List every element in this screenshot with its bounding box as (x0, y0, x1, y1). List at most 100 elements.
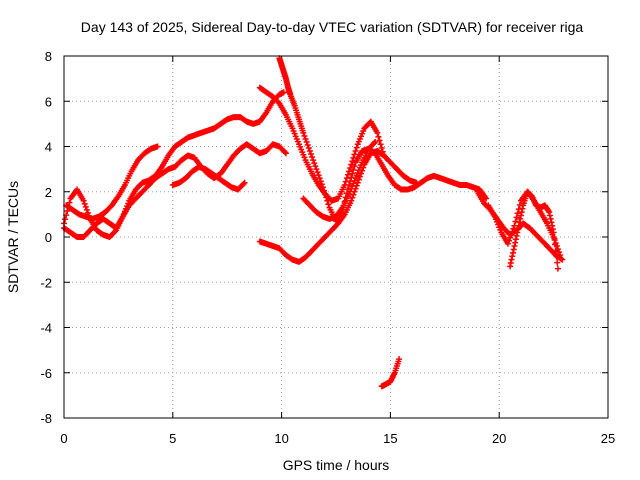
data-point (300, 129, 307, 136)
data-point (80, 197, 87, 204)
grid-layer (64, 56, 608, 418)
data-point (504, 240, 511, 247)
data-point (513, 214, 520, 221)
data-point (348, 197, 355, 204)
data-point (552, 247, 559, 254)
data-point (281, 149, 288, 156)
data-point (350, 166, 357, 173)
data-point (349, 158, 356, 165)
data-point (483, 195, 490, 202)
y-tick-label: 0 (45, 230, 52, 245)
data-point (377, 141, 384, 148)
x-tick-label: 20 (492, 431, 506, 446)
data-point (240, 180, 247, 187)
series-track-3 (256, 84, 387, 204)
y-tick-label: -6 (40, 366, 52, 381)
data-point (371, 140, 378, 147)
x-tick-label: 25 (601, 431, 615, 446)
ticks-layer: 0 5 10 15 20 25 -8 -6 -4 -2 0 2 4 6 8 (40, 49, 615, 446)
data-point (352, 148, 359, 155)
data-point (305, 145, 312, 152)
data-point (351, 151, 358, 158)
y-tick-label: 6 (45, 94, 52, 109)
data-point (512, 218, 519, 225)
data-point (81, 200, 88, 207)
data-point (557, 252, 564, 259)
data-point (559, 256, 566, 263)
x-tick-label: 0 (60, 431, 67, 446)
data-point (350, 191, 357, 198)
data-point (375, 133, 382, 140)
data-point (241, 179, 248, 186)
data-point (325, 201, 332, 208)
points-layer (61, 55, 566, 390)
data-point (354, 179, 361, 186)
data-point (356, 173, 363, 180)
y-tick-label: 4 (45, 140, 52, 155)
data-point (302, 135, 309, 142)
data-point (358, 170, 365, 177)
data-point (396, 356, 403, 363)
series-track-11 (507, 188, 561, 272)
data-point (307, 151, 314, 158)
data-point (349, 170, 356, 177)
data-point (62, 216, 69, 223)
data-point (349, 194, 356, 201)
data-point (343, 175, 350, 182)
data-point (312, 163, 319, 170)
data-point (350, 154, 357, 161)
y-tick-label: -4 (40, 321, 52, 336)
data-point (313, 166, 320, 173)
y-axis-label: SDTVAR / TECUs (5, 181, 21, 293)
x-tick-label: 10 (274, 431, 288, 446)
data-point (376, 137, 383, 144)
data-point (280, 89, 287, 96)
data-point (508, 231, 515, 238)
data-point (348, 161, 355, 168)
series-track-6 (63, 143, 161, 222)
data-point (303, 138, 310, 145)
data-point (554, 259, 561, 266)
data-point (309, 154, 316, 161)
data-point (355, 176, 362, 183)
data-point (507, 234, 514, 241)
series-track-12 (378, 356, 403, 390)
data-point (301, 132, 308, 139)
data-point (316, 175, 323, 182)
y-tick-label: 8 (45, 49, 52, 64)
data-point (342, 178, 349, 185)
data-point (551, 235, 558, 242)
data-point (413, 179, 420, 186)
data-point (554, 265, 561, 272)
chart-title: Day 143 of 2025, Sidereal Day-to-day VTE… (81, 19, 584, 35)
data-point (553, 253, 560, 260)
y-tick-label: -2 (40, 275, 52, 290)
data-point (372, 138, 379, 145)
data-point (556, 249, 563, 256)
data-point (378, 145, 385, 152)
data-point (282, 150, 289, 157)
y-tick-label: 2 (45, 185, 52, 200)
data-point (505, 237, 512, 244)
data-point (275, 99, 282, 106)
data-point (82, 203, 89, 210)
plot-frame (63, 55, 609, 419)
series-track-8 (300, 138, 379, 222)
data-point (306, 148, 313, 155)
data-point (310, 157, 317, 164)
data-point (341, 181, 348, 188)
data-point (558, 255, 565, 262)
series-track-4 (256, 148, 420, 265)
data-point (311, 160, 318, 167)
x-axis-label: GPS time / hours (283, 457, 390, 473)
data-point (344, 171, 351, 178)
x-tick-label: 15 (383, 431, 397, 446)
data-point (315, 172, 322, 179)
y-tick-label: -8 (40, 411, 52, 426)
data-point (374, 129, 381, 136)
data-point (314, 169, 321, 176)
series-track-5 (61, 141, 289, 240)
data-point (552, 241, 559, 248)
data-point (83, 206, 90, 213)
